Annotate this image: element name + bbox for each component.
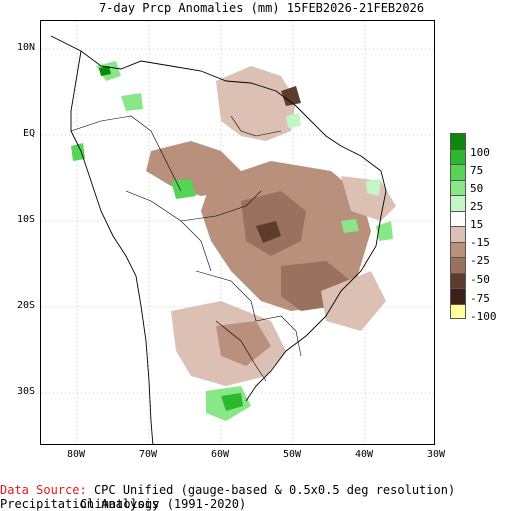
- x-tick-40w: 40W: [354, 449, 374, 460]
- legend-label-neg100: -100: [470, 310, 497, 323]
- legend-label-neg25: -25: [470, 254, 490, 267]
- legend-label-50: 50: [470, 182, 484, 195]
- legend-swatch: [450, 210, 466, 226]
- y-tick-eq: EQ: [22, 128, 35, 139]
- y-tick-10n: 10N: [16, 42, 35, 53]
- legend-swatch: [450, 241, 466, 257]
- legend-swatch: [450, 226, 466, 242]
- legend-label-neg50: -50: [470, 273, 490, 286]
- x-tick-60w: 60W: [210, 449, 230, 460]
- y-tick-30s: 30S: [16, 386, 35, 397]
- legend-swatch: [450, 257, 466, 273]
- legend-swatch: [450, 164, 466, 180]
- legend-label-25: 25: [470, 200, 484, 213]
- data-source-line: Data Source: CPC Unified (gauge-based & …: [0, 483, 523, 511]
- x-tick-80w: 80W: [66, 449, 86, 460]
- legend-label-neg15: -15: [470, 236, 490, 249]
- legend-label-100: 100: [470, 146, 490, 159]
- legend-swatch: [450, 179, 466, 195]
- precip-anomaly-map: [41, 21, 434, 444]
- map-frame: [40, 20, 435, 445]
- coastlines: [50, 35, 387, 444]
- data-source-text: CPC Unified (gauge-based & 0.5x0.5 deg r…: [0, 483, 456, 511]
- legend-label-neg75: -75: [470, 292, 490, 305]
- y-tick-10s: 10S: [16, 214, 35, 225]
- legend-swatch: [450, 148, 466, 164]
- legend-swatch: [450, 272, 466, 288]
- legend-swatch: [450, 303, 466, 319]
- x-tick-30w: 30W: [426, 449, 446, 460]
- data-source-label: Data Source:: [0, 483, 87, 497]
- color-legend: [450, 133, 466, 319]
- legend-swatch: [450, 133, 466, 149]
- map-title: 7-day Prcp Anomalies (mm) 15FEB2026-21FE…: [98, 1, 425, 15]
- x-tick-50w: 50W: [282, 449, 302, 460]
- country-borders: [70, 115, 302, 382]
- wet-anomaly-areas: [71, 61, 393, 421]
- dry-anomaly-areas: [146, 66, 396, 386]
- y-tick-20s: 20S: [16, 300, 35, 311]
- legend-swatch: [450, 288, 466, 304]
- legend-label-15: 15: [470, 218, 484, 231]
- legend-label-75: 75: [470, 164, 484, 177]
- legend-swatch: [450, 195, 466, 211]
- climatology-line: Climatology (1991-2020): [80, 497, 247, 511]
- x-tick-70w: 70W: [138, 449, 158, 460]
